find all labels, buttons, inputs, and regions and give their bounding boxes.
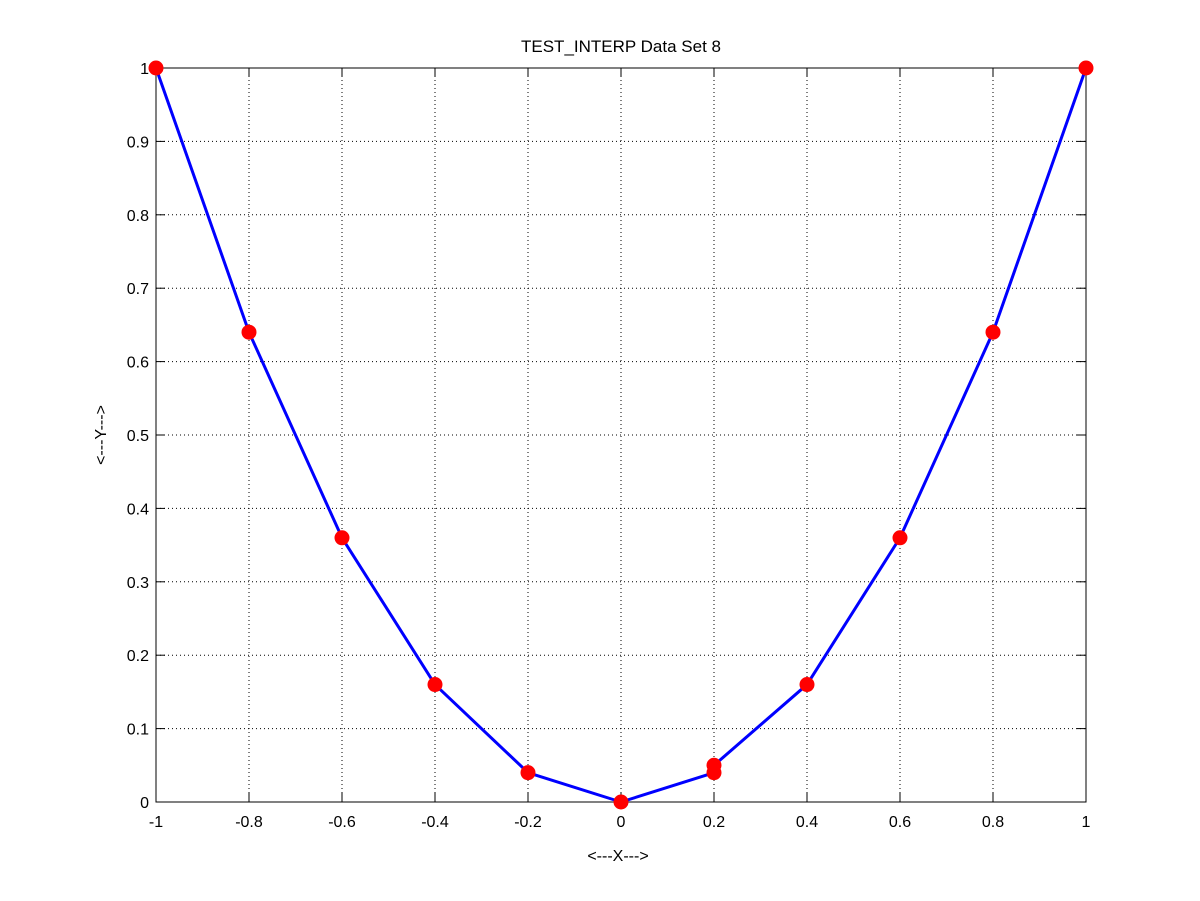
data-point-marker: [520, 765, 536, 781]
x-tick-label: 0.2: [703, 814, 725, 831]
grid-layer: [156, 68, 1086, 802]
data-point-marker: [799, 677, 815, 693]
x-tick-label: 0.6: [889, 814, 911, 831]
y-tick-label: 0.6: [127, 355, 149, 372]
y-tick-label: 0.2: [127, 648, 149, 665]
y-axis-label: <---Y--->: [93, 405, 110, 465]
data-point-marker: [985, 324, 1001, 340]
data-point-marker: [427, 677, 443, 693]
x-tick-label: -0.8: [235, 814, 263, 831]
data-point-marker: [334, 530, 350, 546]
x-tick-label: 0.4: [796, 814, 818, 831]
y-tick-label: 1: [140, 61, 149, 78]
data-point-marker: [613, 794, 629, 810]
series-layer: [154, 66, 1088, 804]
data-point-marker: [892, 530, 908, 546]
x-tick-label: -0.2: [514, 814, 542, 831]
y-tick-label: 0.1: [127, 722, 149, 739]
y-tick-label: 0.3: [127, 575, 149, 592]
series-line: [154, 66, 1088, 804]
y-tick-label: 0.7: [127, 281, 149, 298]
x-tick-label: -0.4: [421, 814, 449, 831]
y-tick-label: 0: [140, 795, 149, 812]
y-tick-label: 0.5: [127, 428, 149, 445]
tick-layer: -1 -0.8 -0.6 -0.4 -0.2 0 0.2 0.4 0.6 0.8 1 0 0.1 0.2 0…: [127, 61, 1091, 831]
x-tick-label: 0: [617, 814, 626, 831]
y-tick-label: 0.9: [127, 134, 149, 151]
data-point-marker: [241, 324, 257, 340]
data-point-marker: [1078, 60, 1094, 76]
x-axis-label: <---X--->: [587, 848, 648, 865]
data-point-marker: [148, 60, 164, 76]
data-point-marker: [706, 757, 722, 773]
y-tick-label: 0.8: [127, 208, 149, 225]
chart-title: TEST_INTERP Data Set 8: [521, 37, 721, 56]
x-tick-label: 1: [1082, 814, 1091, 831]
marker-layer: [148, 60, 1094, 810]
x-tick-label: -1: [149, 814, 163, 831]
x-tick-label: -0.6: [328, 814, 356, 831]
y-tick-label: 0.4: [127, 501, 149, 518]
x-tick-label: 0.8: [982, 814, 1004, 831]
